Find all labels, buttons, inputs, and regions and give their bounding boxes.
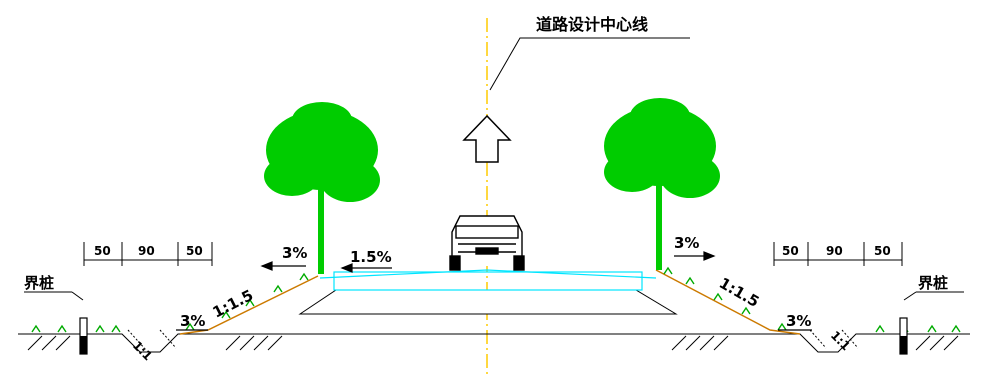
grass: [31, 266, 961, 333]
ditch-dim-right-2: 90: [826, 244, 843, 258]
tree-icon: [604, 98, 720, 270]
ditch-side-left: 1:1: [130, 338, 155, 363]
boundary-post-icon: [71, 291, 88, 355]
pavement: [319, 269, 657, 291]
slope-left-shoulder: 3%: [282, 244, 307, 262]
ditch-side-right: 1:1: [828, 328, 853, 353]
hatching-right: [671, 335, 959, 351]
ground-line: [18, 333, 970, 353]
ditch-dim-left-2: 90: [138, 244, 155, 258]
slope-left-embankment: 1:1.5: [210, 286, 256, 322]
slope-right-shoulder: 3%: [674, 234, 699, 252]
ditch-dimensions-right: [773, 242, 903, 266]
centerline-title: 道路设计中心线: [536, 15, 648, 34]
slope-road-crown: 1.5%: [350, 248, 392, 266]
hatching-left: [27, 335, 283, 351]
car-icon: [449, 215, 525, 271]
ditch-slopes: [127, 329, 859, 351]
boundary-marker-left: 界桩: [24, 274, 54, 292]
slope-left-ditch: 3%: [180, 312, 205, 330]
arrow-up-icon: [462, 114, 512, 163]
ditch-dimensions-left: [83, 242, 213, 266]
centerline-callout: 道路设计中心线: [489, 15, 690, 91]
ditch-dim-right-3: 50: [874, 244, 891, 258]
ditch-dim-left-3: 50: [186, 244, 203, 258]
tree-icon: [264, 102, 380, 274]
ditch-dim-right-1: 50: [782, 244, 799, 258]
boundary-marker-right: 界桩: [918, 274, 948, 292]
boundary-post-icon: [899, 291, 917, 355]
embankment: [298, 289, 678, 315]
slope-right-ditch: 3%: [786, 312, 811, 330]
ditch-dim-left-1: 50: [94, 244, 111, 258]
slope-arrows: [176, 251, 812, 331]
